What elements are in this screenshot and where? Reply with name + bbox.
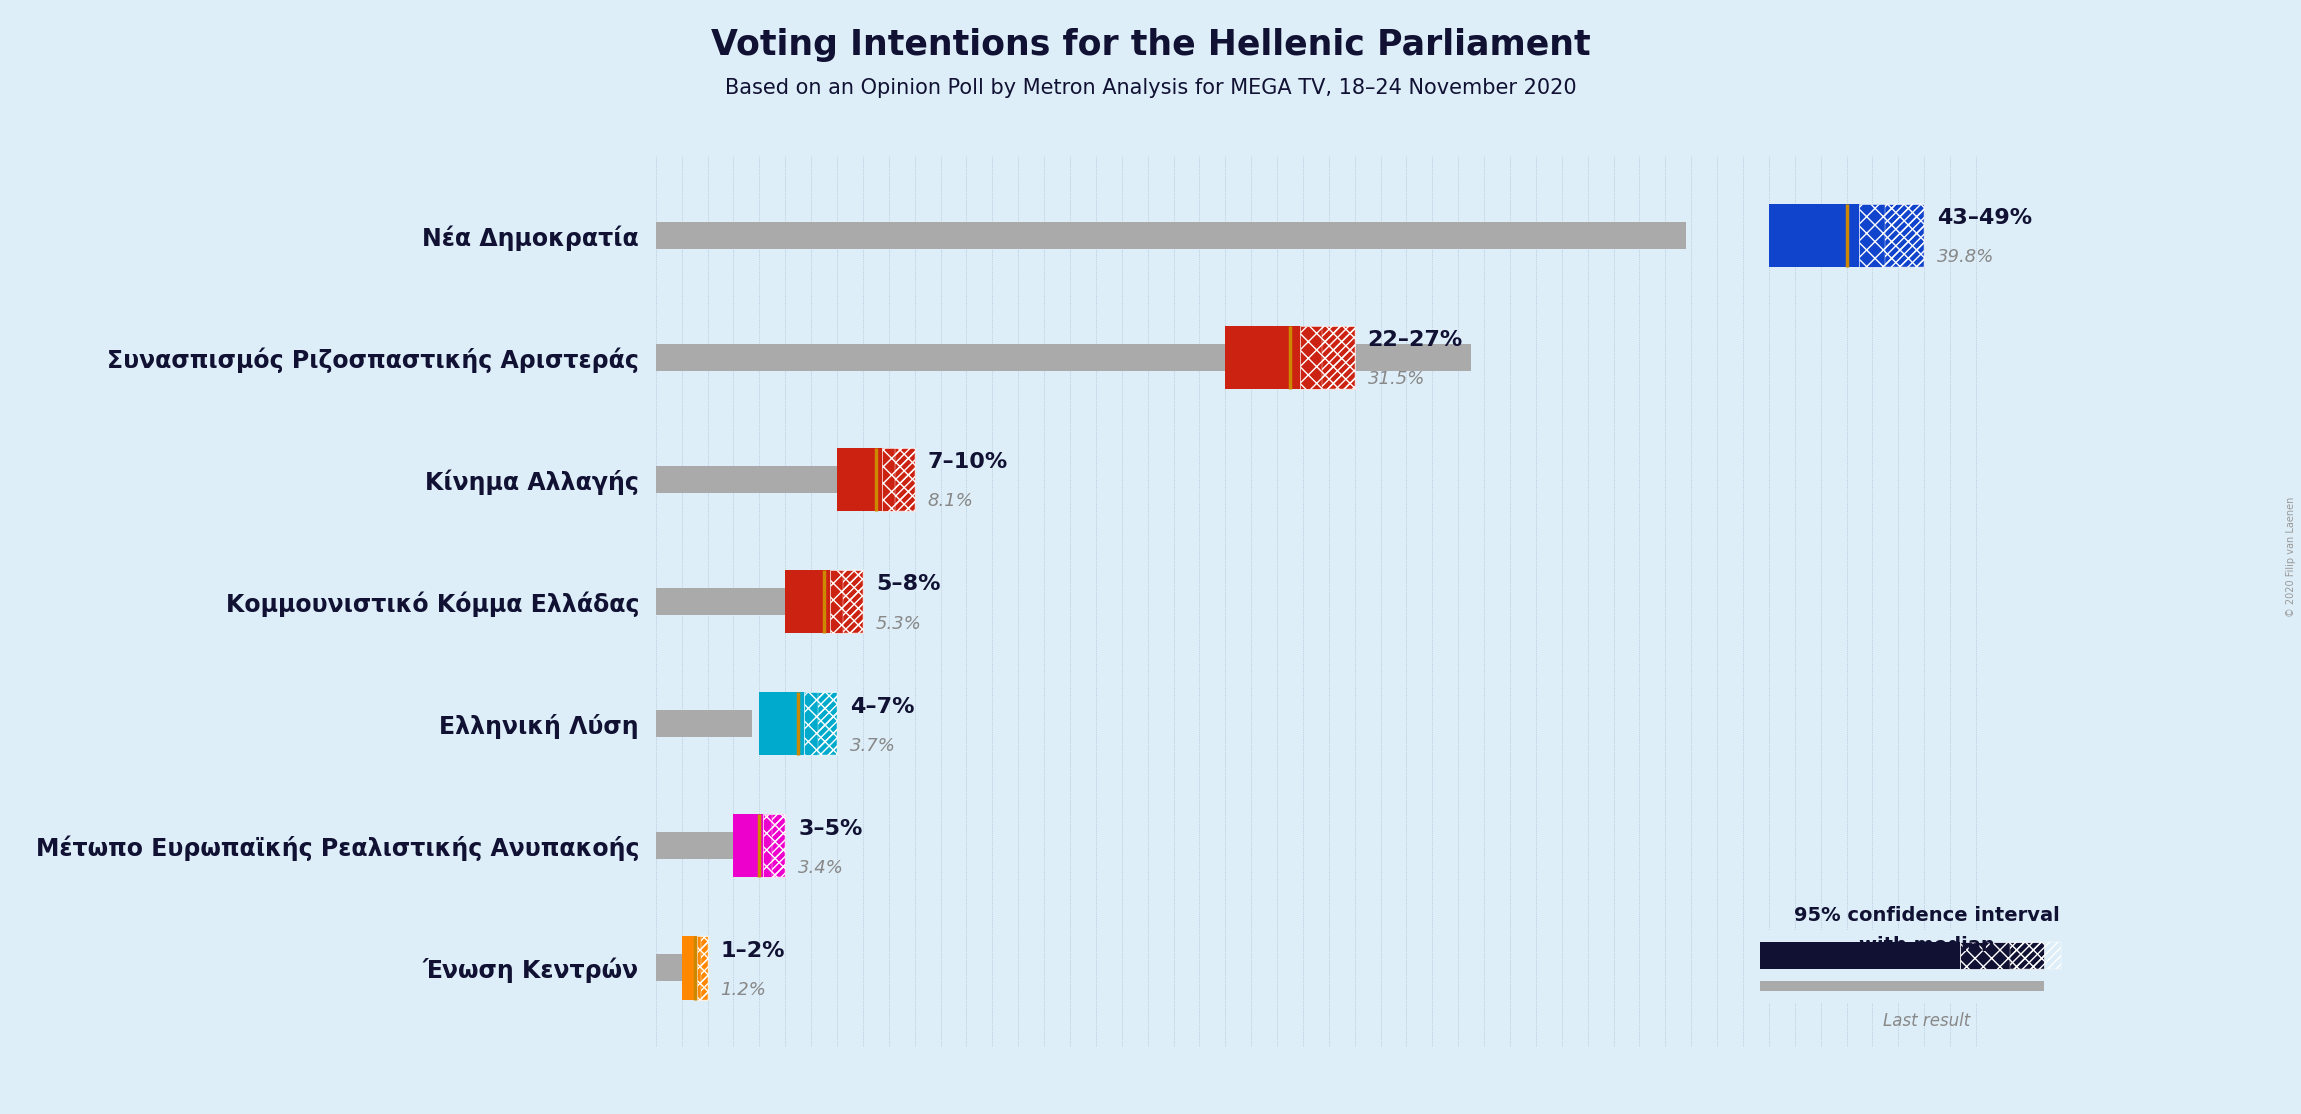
Bar [895, 448, 913, 511]
Bar [773, 814, 785, 878]
Text: 1.2%: 1.2% [720, 980, 766, 999]
Bar [785, 570, 863, 633]
Text: 31.5%: 31.5% [1367, 370, 1424, 389]
Text: 5.3%: 5.3% [877, 615, 923, 633]
Text: © 2020 Filip van Laenen: © 2020 Filip van Laenen [2287, 497, 2296, 617]
Text: 43–49%: 43–49% [1937, 208, 2032, 228]
Bar [702, 936, 709, 999]
Bar [881, 448, 913, 511]
Bar [656, 588, 794, 615]
Bar [759, 692, 838, 755]
Bar [656, 711, 752, 737]
Bar [656, 832, 743, 859]
Bar [1769, 204, 1924, 267]
Bar [1885, 204, 1924, 267]
Bar [1300, 325, 1355, 389]
Text: 39.8%: 39.8% [1937, 248, 1995, 266]
Bar [838, 448, 913, 511]
Text: 3.7%: 3.7% [849, 736, 895, 754]
Bar [1960, 942, 2043, 968]
Bar [831, 570, 863, 633]
Text: 22–27%: 22–27% [1367, 331, 1463, 350]
Bar [656, 344, 1470, 371]
Bar [681, 936, 709, 999]
Text: with median: with median [1859, 936, 1995, 955]
Bar [1323, 325, 1355, 389]
Bar [764, 814, 785, 878]
Text: 95% confidence interval: 95% confidence interval [1795, 906, 2059, 925]
Bar [1760, 942, 1960, 968]
Bar [734, 814, 785, 878]
Bar [844, 570, 863, 633]
Bar [697, 936, 709, 999]
Text: 3–5%: 3–5% [798, 819, 863, 839]
Text: Voting Intentions for the Hellenic Parliament: Voting Intentions for the Hellenic Parli… [711, 28, 1590, 62]
Bar [656, 955, 686, 981]
Text: 5–8%: 5–8% [877, 575, 941, 595]
Bar [1760, 981, 2043, 991]
Bar [817, 692, 838, 755]
Bar [2011, 942, 2062, 968]
Text: 3.4%: 3.4% [798, 859, 844, 877]
Text: Last result: Last result [1885, 1012, 1970, 1029]
Text: 1–2%: 1–2% [720, 940, 785, 960]
Bar [656, 466, 865, 492]
Text: Based on an Opinion Poll by Metron Analysis for MEGA TV, 18–24 November 2020: Based on an Opinion Poll by Metron Analy… [725, 78, 1576, 98]
Text: 7–10%: 7–10% [927, 452, 1008, 472]
Bar [805, 692, 838, 755]
Bar [656, 222, 1687, 248]
Text: 8.1%: 8.1% [927, 492, 973, 510]
Bar [1224, 325, 1355, 389]
Text: 4–7%: 4–7% [849, 696, 913, 716]
Bar [1859, 204, 1924, 267]
